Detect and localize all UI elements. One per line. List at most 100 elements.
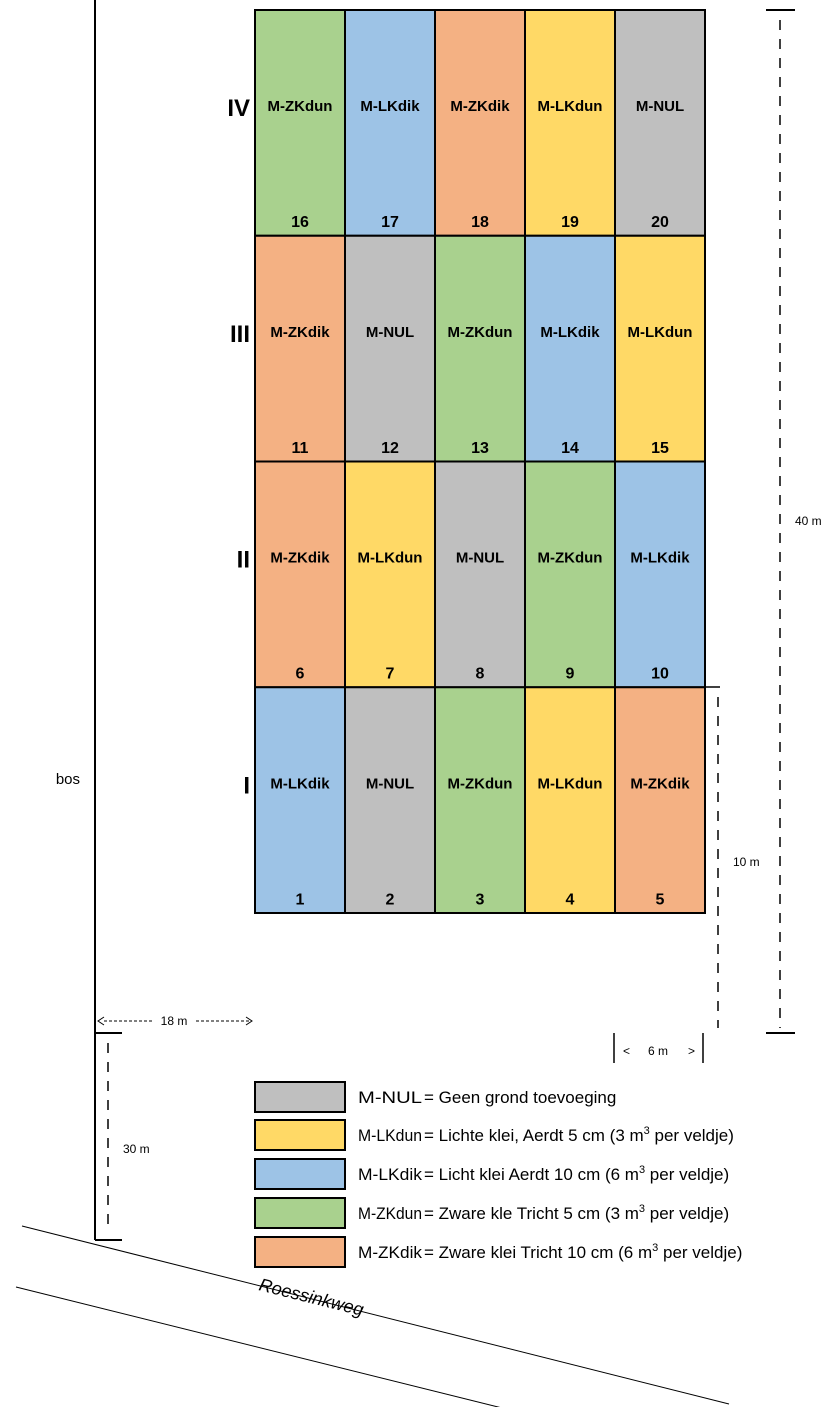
legend-description-text: = Licht klei Aerdt 10 cm (6 m	[424, 1165, 639, 1184]
plot-width-left-arrow: <	[623, 1044, 630, 1058]
plot-number: 1	[296, 891, 305, 908]
plot-code: M-ZKdik	[450, 98, 510, 115]
legend-description-suffix: per veldje)	[658, 1243, 742, 1262]
legend-item-LKdun: M-LKdun = Lichte klei, Aerdt 5 cm (3 m3 p…	[254, 1119, 734, 1151]
legend-description-suffix: per veldje)	[645, 1204, 729, 1223]
plot-number: 9	[566, 666, 575, 683]
plot-width-label: 6 m	[648, 1044, 668, 1058]
plot-cell	[524, 9, 616, 237]
plot-code: M-NUL	[456, 550, 504, 567]
plot-1: M-LKdik 1	[254, 686, 346, 914]
plot-number: 20	[651, 214, 669, 231]
legend-description-text: = Zware kle Tricht 5 cm (3 m	[424, 1204, 639, 1223]
plot-code: M-LKdik	[270, 775, 330, 792]
plot-2: M-NUL 2	[344, 686, 436, 914]
plot-3: M-ZKdun 3	[434, 686, 526, 914]
legend-code: M-LKdik	[358, 1165, 423, 1184]
plot-width-dimension: < 6 m >	[613, 1033, 704, 1063]
plot-6: M-ZKdik 6	[254, 460, 346, 689]
legend-item-ZKdik: M-ZKdik = Zware klei Tricht 10 cm (6 m3 p…	[254, 1236, 742, 1268]
plot-code: M-ZKdun	[268, 98, 333, 115]
block-label: II	[237, 547, 250, 574]
legend-description-suffix: per veldje)	[645, 1165, 729, 1184]
legend-swatch	[254, 1197, 346, 1229]
legend-swatch	[254, 1081, 346, 1113]
plot-4: M-LKdun 4	[524, 686, 616, 914]
plot-code: M-LKdun	[538, 775, 603, 792]
total-height-label: 40 m	[795, 514, 822, 528]
legend-description-suffix: per veldje)	[650, 1126, 734, 1145]
legend-description: = Geen grond toevoeging	[424, 1088, 616, 1107]
plot-number: 8	[476, 666, 485, 683]
plot-code: M-NUL	[366, 324, 414, 341]
block-height-label: 10 m	[733, 855, 760, 869]
legend-description-text: = Lichte klei, Aerdt 5 cm (3 m	[424, 1126, 644, 1145]
legend-swatch	[254, 1119, 346, 1151]
plot-cell	[344, 686, 436, 914]
plot-code: M-LKdun	[358, 550, 423, 567]
plot-cell	[434, 686, 526, 914]
plot-number: 7	[386, 666, 395, 683]
legend-item-ZKdun: M-ZKdun = Zware kle Tricht 5 cm (3 m3 per…	[254, 1197, 729, 1229]
plot-code: M-ZKdik	[270, 550, 330, 567]
plot-cell	[434, 9, 526, 237]
plot-12: M-NUL 12	[344, 234, 436, 463]
plot-20: M-NUL 20	[614, 9, 706, 237]
legend-description: = Lichte klei, Aerdt 5 cm (3 m3 per veld…	[424, 1125, 734, 1145]
plot-8: M-NUL 8	[434, 460, 526, 689]
plot-number: 11	[292, 440, 309, 457]
plot-number: 14	[561, 440, 579, 457]
plot-cell	[344, 460, 436, 689]
plot-11: M-ZKdik 11	[254, 234, 346, 463]
plot-number: 3	[476, 891, 485, 908]
legend-item-NUL: M-NUL = Geen grond toevoeging	[254, 1081, 616, 1113]
plot-cell	[524, 234, 616, 463]
plot-14: M-LKdik 14	[524, 234, 616, 463]
plot-number: 18	[471, 214, 489, 231]
legend-superscript: 3	[639, 1203, 645, 1215]
legend-superscript: 3	[639, 1164, 645, 1176]
plot-cell	[524, 686, 616, 914]
plot-number: 6	[296, 666, 305, 683]
legend-code: M-NUL	[358, 1088, 422, 1107]
plot-19: M-LKdun 19	[524, 9, 616, 237]
plot-15: M-LKdun 15	[614, 234, 706, 463]
plot-number: 15	[651, 440, 669, 457]
plot-13: M-ZKdun 13	[434, 234, 526, 463]
plot-number: 17	[381, 214, 399, 231]
road-distance-dimension: 30 m	[95, 1032, 150, 1241]
legend-code: M-ZKdun	[358, 1204, 422, 1223]
plot-17: M-LKdik 17	[344, 9, 436, 237]
legend-superscript: 3	[644, 1125, 650, 1137]
legend-description: = Zware kle Tricht 5 cm (3 m3 per veldje…	[424, 1203, 729, 1223]
plot-code: M-ZKdun	[448, 775, 513, 792]
plot-code: M-ZKdik	[270, 324, 330, 341]
legend-description-text: = Zware klei Tricht 10 cm (6 m	[424, 1243, 652, 1262]
plot-18: M-ZKdik 18	[434, 9, 526, 237]
plot-number: 10	[651, 666, 669, 683]
plot-cell	[614, 234, 706, 463]
block-label: III	[230, 321, 250, 348]
block-label: IV	[227, 95, 250, 122]
plot-7: M-LKdun 7	[344, 460, 436, 689]
plot-number: 2	[386, 891, 395, 908]
block-height-dimension: 10 m	[705, 686, 760, 1028]
plot-code: M-LKdik	[540, 324, 600, 341]
road-distance-label: 30 m	[123, 1142, 150, 1156]
plot-cell	[254, 460, 346, 689]
plot-number: 13	[471, 440, 489, 457]
plot-number: 4	[566, 891, 575, 908]
legend-description-text: = Geen grond toevoeging	[424, 1088, 616, 1107]
plot-cell	[434, 460, 526, 689]
plot-cell	[254, 234, 346, 463]
plot-9: M-ZKdun 9	[524, 460, 616, 689]
plot-code: M-LKdun	[538, 98, 603, 115]
forest-distance-dimension: 18 m	[97, 1014, 253, 1028]
plot-cell	[344, 234, 436, 463]
legend-swatch	[254, 1158, 346, 1190]
plot-code: M-ZKdun	[538, 550, 603, 567]
plot-width-right-arrow: >	[688, 1044, 695, 1058]
plot-number: 16	[291, 214, 309, 231]
plot-cell	[254, 9, 346, 237]
